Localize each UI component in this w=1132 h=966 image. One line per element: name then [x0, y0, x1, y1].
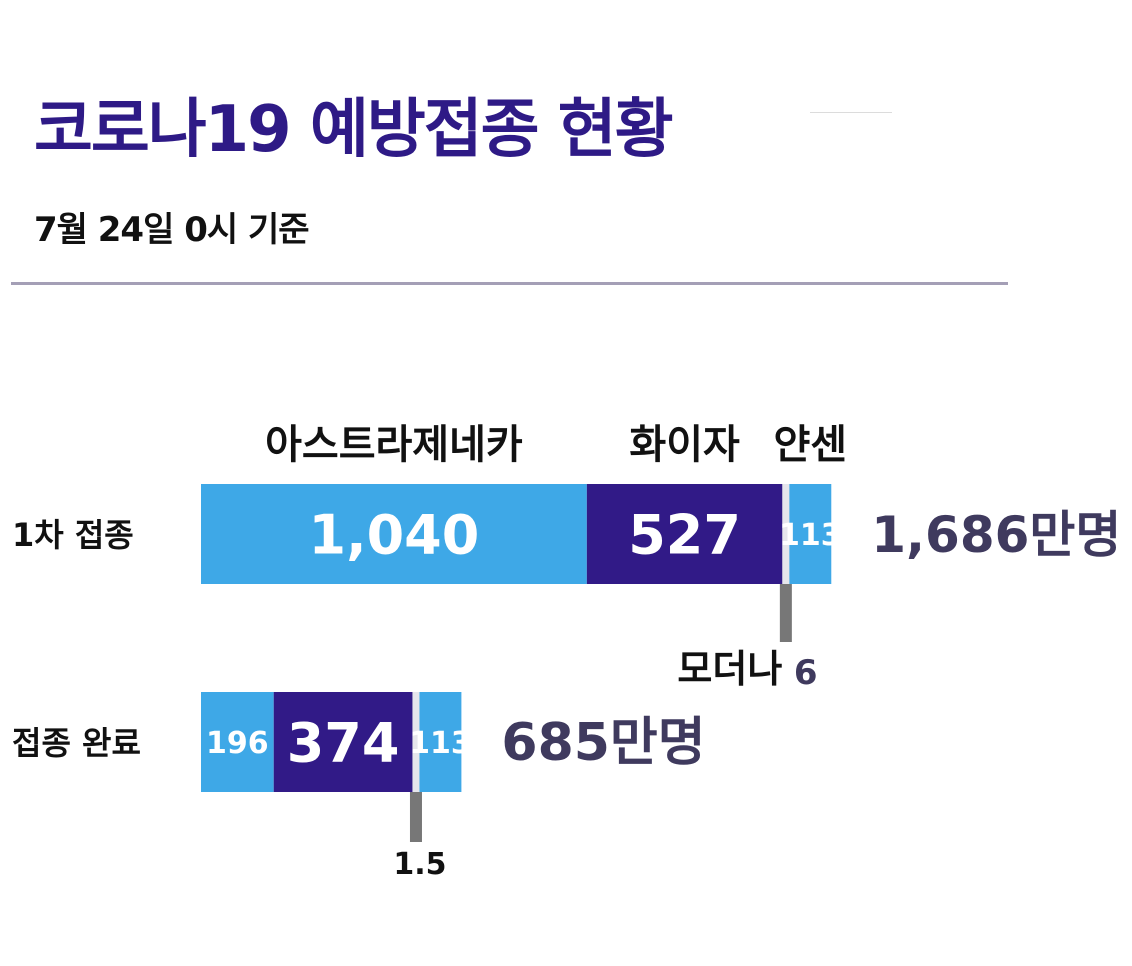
bar-label-pfizer-0: 527	[628, 503, 741, 566]
bar-astrazeneca-0	[201, 484, 587, 584]
title-accent-line	[810, 112, 892, 113]
leader-moderna-1	[409, 792, 422, 842]
bar-pfizer-1	[273, 692, 413, 792]
bar-janssen-1	[419, 692, 462, 792]
bar-moderna-0	[782, 484, 790, 584]
bar-label-astrazeneca-1: 196	[206, 726, 269, 761]
subtitle-date: 7월 24일 0시 기준	[34, 210, 310, 250]
legend-pfizer: 화이자	[629, 422, 740, 468]
bar-pfizer-0	[586, 484, 783, 584]
bar-astrazeneca-1	[201, 692, 274, 792]
total-label-1: 685만명	[501, 713, 705, 773]
bar-label-janssen-0: 113	[779, 518, 842, 553]
leader-moderna-0	[779, 584, 792, 642]
bar-label-astrazeneca-0: 1,040	[309, 503, 480, 566]
header-divider	[11, 282, 1008, 285]
bar-label-moderna-0: 6	[794, 653, 818, 693]
total-label-0: 1,686만명	[871, 506, 1121, 564]
bar-label-moderna-1: 1.5	[393, 847, 446, 882]
page-title: 코로나19 예방접종 현황	[34, 93, 674, 167]
legend-astrazeneca: 아스트라제네카	[265, 422, 523, 468]
row-label-0: 1차 접종	[12, 516, 134, 554]
bar-label-janssen-1: 113	[409, 726, 472, 761]
bar-janssen-0	[789, 484, 832, 584]
legend-janssen: 얀센	[774, 422, 848, 468]
legend-moderna: 모더나	[677, 647, 782, 691]
bar-label-pfizer-1: 374	[287, 711, 400, 774]
bar-moderna-1	[412, 692, 420, 792]
row-label-1: 접종 완료	[12, 724, 141, 762]
